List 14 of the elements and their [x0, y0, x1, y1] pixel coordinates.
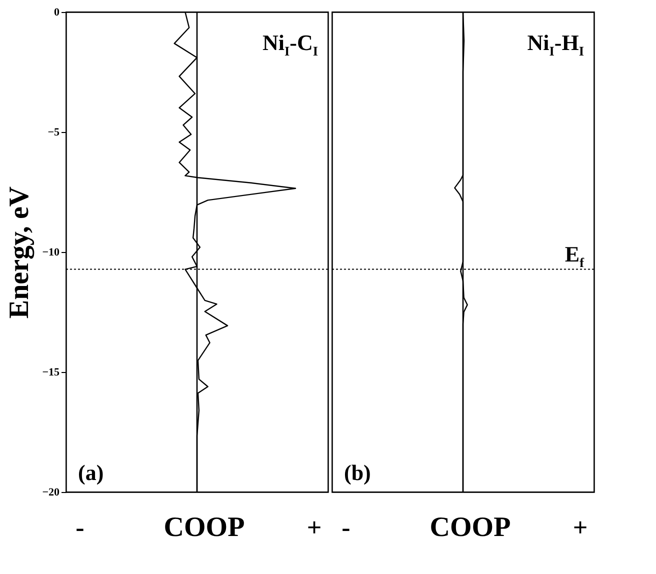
text: +: [306, 513, 322, 542]
y-tick-label: −20: [42, 486, 60, 498]
y-tick-label: −5: [48, 126, 60, 138]
text: -: [342, 513, 350, 542]
text: -: [76, 513, 84, 542]
x-axis-title: COOP: [164, 512, 245, 543]
text: (b): [344, 460, 371, 485]
text: +: [572, 513, 588, 542]
y-tick-label: −10: [42, 246, 60, 258]
x-axis-title: COOP: [430, 512, 511, 543]
y-axis-title: Energy, eV: [4, 186, 36, 319]
y-tick-label: −15: [42, 366, 60, 378]
y-tick-label: 0: [54, 6, 60, 18]
text: (a): [78, 460, 104, 485]
